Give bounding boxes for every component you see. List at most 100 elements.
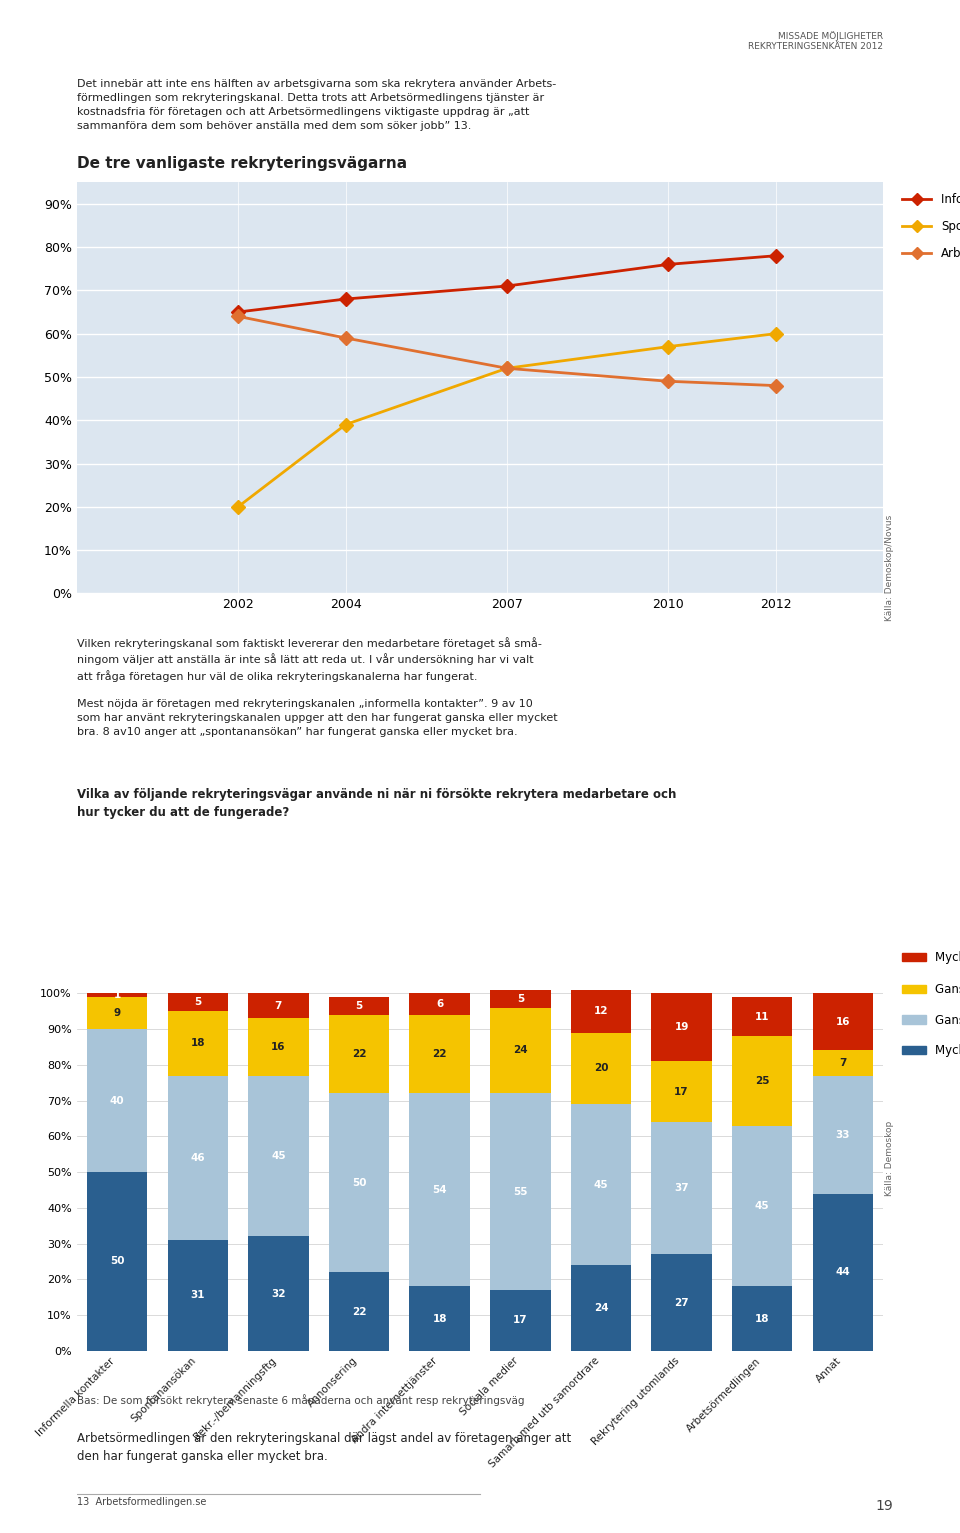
Bar <box>732 996 793 1036</box>
Text: 27: 27 <box>674 1297 689 1308</box>
Text: 50: 50 <box>351 1177 367 1188</box>
Bar <box>168 1012 228 1076</box>
Text: 16: 16 <box>271 1042 286 1052</box>
Bar <box>570 990 632 1033</box>
Bar <box>652 1254 712 1351</box>
Bar <box>652 993 712 1061</box>
Bar <box>570 1104 632 1265</box>
Bar <box>410 993 470 1015</box>
Text: 18: 18 <box>432 1314 447 1323</box>
Bar <box>86 993 148 996</box>
Legend: Informella kontakter, Spontanansökan, Arbetsörmedlingen: Informella kontakter, Spontanansökan, Ar… <box>898 189 960 265</box>
Text: 32: 32 <box>271 1289 286 1298</box>
Bar <box>168 1240 228 1351</box>
Text: 18: 18 <box>190 1038 205 1049</box>
Bar <box>86 1029 148 1173</box>
Informella kontakter <box>770 247 781 265</box>
Text: MISSADE MÖJLIGHETER
REKRYTERINGSENKÄTEN 2012: MISSADE MÖJLIGHETER REKRYTERINGSENKÄTEN … <box>748 31 883 51</box>
Arbetsörmedlingen <box>501 359 513 377</box>
Text: 25: 25 <box>755 1076 770 1085</box>
Bar <box>168 1076 228 1240</box>
Text: 6: 6 <box>436 1000 444 1009</box>
Text: 37: 37 <box>674 1183 689 1193</box>
Text: 31: 31 <box>190 1291 205 1300</box>
Bar <box>570 1033 632 1104</box>
Text: 54: 54 <box>432 1185 447 1194</box>
Text: 45: 45 <box>271 1151 286 1160</box>
Bar <box>491 1291 551 1351</box>
Text: 24: 24 <box>513 1046 528 1056</box>
Bar <box>248 1018 309 1076</box>
Spontanansökan <box>340 415 351 434</box>
Line: Spontanansökan: Spontanansökan <box>233 328 780 512</box>
Bar <box>410 1015 470 1093</box>
Text: 1: 1 <box>113 990 121 1000</box>
Text: Källa: Demoskop: Källa: Demoskop <box>885 1121 894 1196</box>
Text: 33: 33 <box>835 1130 851 1139</box>
Bar <box>168 993 228 1012</box>
Text: 22: 22 <box>351 1049 367 1059</box>
Arbetsörmedlingen <box>340 328 351 346</box>
Text: Mest nöjda är företagen med rekryteringskanalen „informella kontakter”. 9 av 10
: Mest nöjda är företagen med rekryterings… <box>77 699 558 737</box>
Text: 22: 22 <box>351 1306 367 1317</box>
Bar <box>329 996 390 1015</box>
Informella kontakter <box>501 277 513 296</box>
Text: 45: 45 <box>593 1179 609 1190</box>
Text: 16: 16 <box>835 1016 851 1027</box>
Bar <box>491 1093 551 1291</box>
Bar <box>652 1061 712 1122</box>
Bar <box>813 1194 874 1351</box>
Text: 5: 5 <box>516 993 524 1004</box>
Bar <box>732 1125 793 1286</box>
Text: De tre vanligaste rekryteringsvägarna: De tre vanligaste rekryteringsvägarna <box>77 156 407 172</box>
Text: Bas: De som försökt rekrytera senaste 6 månaderna och använt resp rekryteringsvä: Bas: De som försökt rekrytera senaste 6 … <box>77 1393 524 1406</box>
Text: 45: 45 <box>755 1200 770 1211</box>
Bar <box>248 993 309 1018</box>
Bar <box>86 996 148 1029</box>
Text: 19: 19 <box>876 1499 893 1513</box>
Text: 7: 7 <box>275 1001 282 1010</box>
Bar <box>248 1076 309 1237</box>
Bar <box>86 1173 148 1351</box>
Text: 20: 20 <box>593 1064 609 1073</box>
Bar <box>248 1237 309 1351</box>
Text: 17: 17 <box>674 1087 689 1096</box>
Text: 17: 17 <box>513 1315 528 1326</box>
Bar <box>813 993 874 1050</box>
Text: Källa: Demoskop/Novus: Källa: Demoskop/Novus <box>885 515 894 621</box>
Text: 18: 18 <box>755 1314 770 1323</box>
Informella kontakter <box>340 290 351 308</box>
Spontanansökan <box>232 498 244 517</box>
Line: Arbetsörmedlingen: Arbetsörmedlingen <box>233 311 780 391</box>
Legend: Mycket dåligt, Ganska dåligt, Ganska bra, Mycket bra: Mycket dåligt, Ganska dåligt, Ganska bra… <box>898 946 960 1062</box>
Text: 19: 19 <box>675 1023 688 1032</box>
Text: 44: 44 <box>835 1268 851 1277</box>
Bar <box>329 1093 390 1272</box>
Text: 40: 40 <box>109 1096 125 1105</box>
Text: 24: 24 <box>593 1303 609 1312</box>
Bar <box>491 1007 551 1093</box>
Line: Informella kontakter: Informella kontakter <box>233 251 780 317</box>
Text: 22: 22 <box>432 1049 447 1059</box>
Text: 55: 55 <box>513 1187 528 1197</box>
Text: 9: 9 <box>113 1007 121 1018</box>
Text: 46: 46 <box>190 1153 205 1162</box>
Arbetsörmedlingen <box>770 377 781 396</box>
Bar <box>410 1286 470 1351</box>
Text: Arbetsörmedlingen är den rekryteringskanal där lägst andel av företagen anger at: Arbetsörmedlingen är den rekryteringskan… <box>77 1432 571 1462</box>
Bar <box>732 1036 793 1125</box>
Bar <box>570 1265 632 1351</box>
Text: 7: 7 <box>839 1058 847 1069</box>
Bar <box>329 1272 390 1351</box>
Bar <box>813 1050 874 1076</box>
Text: 13  Arbetsformedlingen.se: 13 Arbetsformedlingen.se <box>77 1496 206 1507</box>
Text: 5: 5 <box>194 996 202 1007</box>
Bar <box>652 1122 712 1254</box>
Text: 12: 12 <box>593 1006 609 1016</box>
Spontanansökan <box>662 337 674 356</box>
Text: Vilka av följande rekryteringsvägar använde ni när ni försökte rekrytera medarbe: Vilka av följande rekryteringsvägar anvä… <box>77 788 676 819</box>
Text: Vilken rekryteringskanal som faktiskt levererar den medarbetare företaget så små: Vilken rekryteringskanal som faktiskt le… <box>77 636 541 682</box>
Text: Det innebär att inte ens hälften av arbetsgivarna som ska rekrytera använder Arb: Det innebär att inte ens hälften av arbe… <box>77 80 556 132</box>
Spontanansökan <box>501 359 513 377</box>
Informella kontakter <box>662 254 674 273</box>
